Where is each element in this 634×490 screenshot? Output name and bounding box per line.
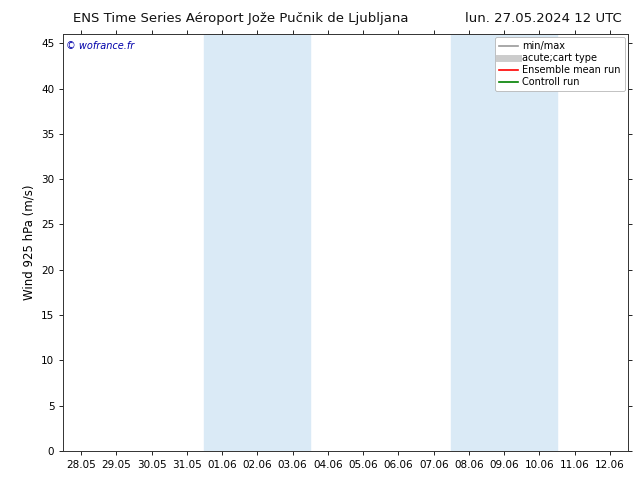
Bar [451,34,557,451]
Text: ENS Time Series Aéroport Jože Pučnik de Ljubljana: ENS Time Series Aéroport Jože Pučnik de … [73,12,409,25]
Y-axis label: Wind 925 hPa (m/s): Wind 925 hPa (m/s) [23,185,36,300]
Text: lun. 27.05.2024 12 UTC: lun. 27.05.2024 12 UTC [465,12,621,25]
Bar [204,34,310,451]
Legend: min/max, acute;cart type, Ensemble mean run, Controll run: min/max, acute;cart type, Ensemble mean … [495,37,624,91]
Text: © wofrance.fr: © wofrance.fr [66,41,134,50]
